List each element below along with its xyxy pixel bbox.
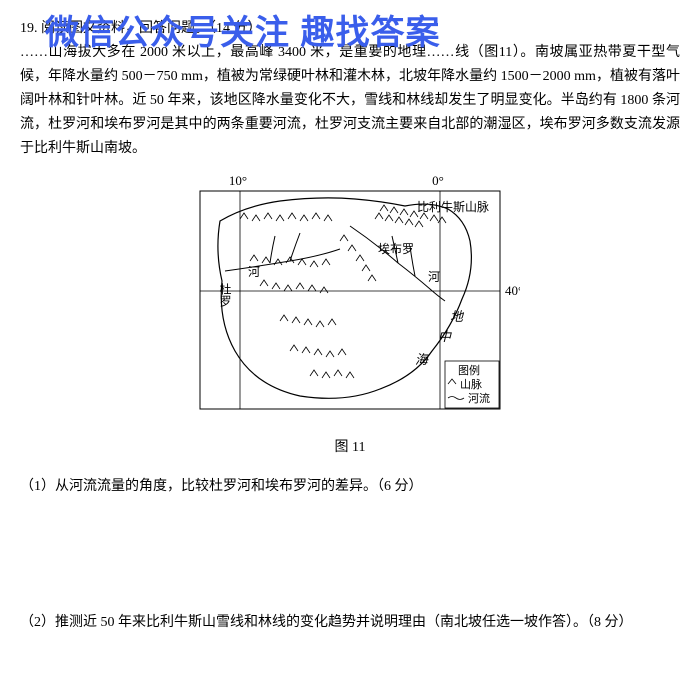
pyrenees-label: 比利牛斯山脉 bbox=[417, 199, 489, 214]
sea-zhong: 中 bbox=[438, 329, 452, 344]
duluo-label: 杜罗 bbox=[218, 282, 232, 307]
legend-mountain: 山脉 bbox=[460, 377, 482, 391]
sea-di: 地 bbox=[450, 309, 465, 324]
map-figure: 10° 0° 40°N bbox=[20, 171, 680, 431]
question-paragraph: ……山海拔大多在 2000 米以上，最高峰 3400 米，是重要的地理……线（图… bbox=[20, 45, 680, 156]
iberia-map: 10° 0° 40°N bbox=[180, 171, 520, 431]
map-caption: 图 11 bbox=[20, 436, 680, 456]
sub-question-2: （2）推测近 50 年来比利牛斯山雪线和林线的变化趋势并说明理由（南北坡任选一坡… bbox=[20, 610, 680, 636]
answer-space-1 bbox=[20, 500, 680, 610]
question-number: 19. bbox=[20, 21, 38, 36]
he-label-2: 河 bbox=[428, 270, 440, 284]
legend-river: 河流 bbox=[468, 391, 490, 405]
ebro-label: 埃布罗 bbox=[378, 242, 414, 256]
rivers bbox=[225, 226, 445, 301]
sub-question-1: （1）从河流流量的角度，比较杜罗河和埃布罗河的差异。（6 分） bbox=[20, 474, 680, 500]
he-label-1: 河 bbox=[248, 265, 260, 279]
lat-label: 40°N bbox=[505, 283, 520, 298]
lon-left: 10° bbox=[229, 173, 247, 188]
legend-title: 图例 bbox=[458, 363, 480, 377]
lon-right: 0° bbox=[432, 173, 444, 188]
sea-hai: 海 bbox=[415, 352, 430, 367]
watermark-overlay: 微信公众号关注 趣找答案 bbox=[45, 5, 440, 54]
